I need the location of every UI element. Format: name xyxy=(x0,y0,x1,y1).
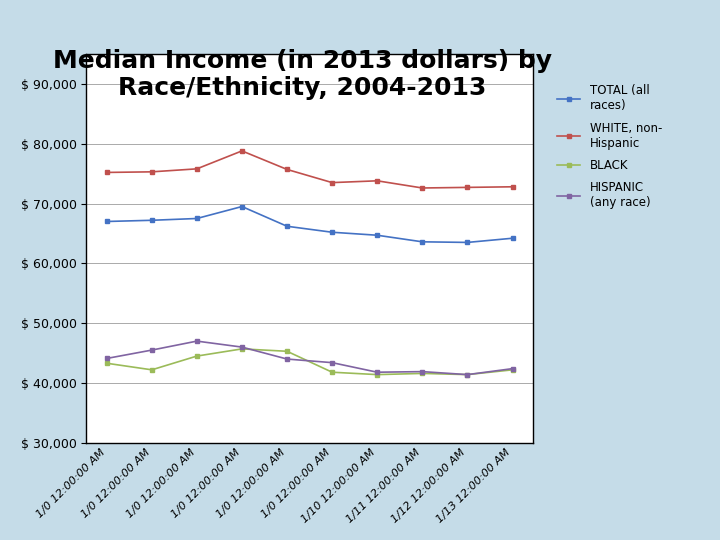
TOTAL (all
races) xyxy=(418,239,427,245)
Line: WHITE, non-
Hispanic: WHITE, non- Hispanic xyxy=(104,148,515,191)
BLACK xyxy=(328,369,336,375)
TOTAL (all
races) xyxy=(238,203,246,210)
TOTAL (all
races) xyxy=(148,217,156,224)
Legend: TOTAL (all
races), WHITE, non-
Hispanic, BLACK, HISPANIC
(any race): TOTAL (all races), WHITE, non- Hispanic,… xyxy=(552,79,667,214)
TOTAL (all
races) xyxy=(102,218,111,225)
BLACK xyxy=(102,360,111,367)
WHITE, non-
Hispanic xyxy=(102,169,111,176)
BLACK xyxy=(238,346,246,352)
HISPANIC
(any race) xyxy=(373,369,382,375)
Text: Median Income (in 2013 dollars) by
Race/Ethnicity, 2004-2013: Median Income (in 2013 dollars) by Race/… xyxy=(53,49,552,100)
BLACK xyxy=(148,367,156,373)
HISPANIC
(any race) xyxy=(102,355,111,362)
WHITE, non-
Hispanic xyxy=(373,178,382,184)
BLACK xyxy=(463,372,472,378)
BLACK xyxy=(283,348,292,355)
WHITE, non-
Hispanic xyxy=(463,184,472,191)
TOTAL (all
races) xyxy=(328,229,336,235)
TOTAL (all
races) xyxy=(283,223,292,230)
Line: BLACK: BLACK xyxy=(104,347,515,377)
HISPANIC
(any race) xyxy=(192,338,201,345)
TOTAL (all
races) xyxy=(508,235,517,241)
TOTAL (all
races) xyxy=(192,215,201,222)
HISPANIC
(any race) xyxy=(148,347,156,353)
Line: TOTAL (all
races): TOTAL (all races) xyxy=(104,204,515,245)
BLACK xyxy=(508,367,517,373)
Line: HISPANIC
(any race): HISPANIC (any race) xyxy=(104,339,515,377)
WHITE, non-
Hispanic xyxy=(238,147,246,154)
BLACK xyxy=(373,372,382,378)
HISPANIC
(any race) xyxy=(283,356,292,362)
HISPANIC
(any race) xyxy=(418,368,427,375)
HISPANIC
(any race) xyxy=(508,366,517,372)
TOTAL (all
races) xyxy=(373,232,382,239)
HISPANIC
(any race) xyxy=(463,372,472,378)
TOTAL (all
races) xyxy=(463,239,472,246)
HISPANIC
(any race) xyxy=(238,344,246,350)
WHITE, non-
Hispanic xyxy=(328,179,336,186)
HISPANIC
(any race) xyxy=(328,360,336,366)
WHITE, non-
Hispanic xyxy=(418,185,427,191)
BLACK xyxy=(418,370,427,377)
BLACK xyxy=(192,353,201,359)
WHITE, non-
Hispanic xyxy=(283,166,292,173)
WHITE, non-
Hispanic xyxy=(508,184,517,190)
WHITE, non-
Hispanic xyxy=(192,166,201,172)
WHITE, non-
Hispanic xyxy=(148,168,156,175)
